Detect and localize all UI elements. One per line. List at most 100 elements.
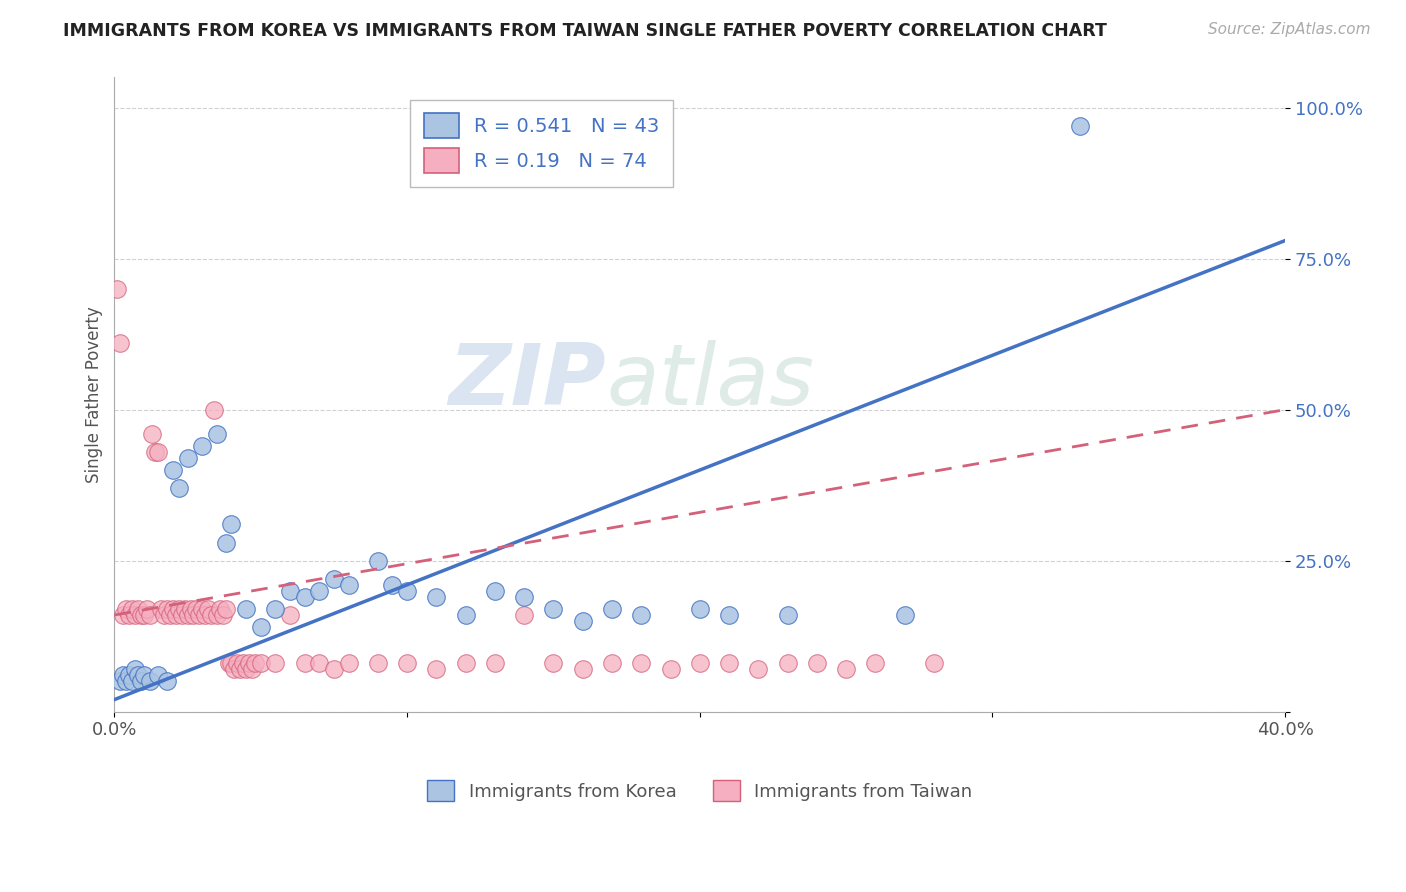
Point bbox=[689, 657, 711, 671]
Point bbox=[176, 607, 198, 622]
Point bbox=[543, 602, 565, 616]
Point bbox=[513, 607, 536, 622]
Point bbox=[183, 607, 205, 622]
Text: IMMIGRANTS FROM KOREA VS IMMIGRANTS FROM TAIWAN SINGLE FATHER POVERTY CORRELATIO: IMMIGRANTS FROM KOREA VS IMMIGRANTS FROM… bbox=[63, 22, 1107, 40]
Point bbox=[124, 662, 146, 676]
Point bbox=[211, 607, 233, 622]
Point bbox=[138, 674, 160, 689]
Point bbox=[865, 657, 887, 671]
Point bbox=[110, 336, 132, 351]
Point bbox=[249, 657, 271, 671]
Point bbox=[571, 662, 593, 676]
Point bbox=[396, 657, 419, 671]
Point bbox=[630, 607, 652, 622]
Point bbox=[249, 620, 271, 634]
Point bbox=[294, 590, 316, 604]
Point bbox=[659, 662, 682, 676]
Point bbox=[202, 402, 225, 417]
Point bbox=[226, 657, 249, 671]
Point bbox=[115, 602, 138, 616]
Point bbox=[381, 578, 404, 592]
Point bbox=[294, 657, 316, 671]
Point bbox=[232, 657, 254, 671]
Point bbox=[167, 602, 190, 616]
Point bbox=[191, 602, 214, 616]
Point bbox=[235, 602, 257, 616]
Point bbox=[454, 657, 477, 671]
Point bbox=[513, 590, 536, 604]
Point bbox=[229, 662, 252, 676]
Point bbox=[148, 668, 170, 682]
Point bbox=[308, 583, 330, 598]
Point bbox=[264, 602, 287, 616]
Point bbox=[197, 602, 219, 616]
Point bbox=[718, 607, 741, 622]
Point bbox=[179, 602, 201, 616]
Point bbox=[484, 583, 506, 598]
Point bbox=[240, 662, 263, 676]
Point bbox=[135, 602, 157, 616]
Point bbox=[205, 426, 228, 441]
Point bbox=[214, 535, 236, 549]
Point bbox=[194, 607, 217, 622]
Point bbox=[176, 450, 198, 465]
Point bbox=[186, 602, 208, 616]
Point bbox=[630, 657, 652, 671]
Point bbox=[425, 662, 447, 676]
Point bbox=[806, 657, 828, 671]
Point bbox=[224, 662, 246, 676]
Point bbox=[776, 607, 799, 622]
Point bbox=[205, 607, 228, 622]
Point bbox=[323, 572, 346, 586]
Point bbox=[115, 674, 138, 689]
Point bbox=[132, 668, 155, 682]
Point bbox=[170, 607, 193, 622]
Point bbox=[173, 602, 195, 616]
Point bbox=[600, 602, 623, 616]
Point bbox=[141, 426, 163, 441]
Point bbox=[129, 607, 152, 622]
Point bbox=[922, 657, 945, 671]
Point bbox=[835, 662, 858, 676]
Point bbox=[188, 607, 211, 622]
Point bbox=[148, 445, 170, 459]
Point bbox=[105, 282, 128, 296]
Point bbox=[543, 657, 565, 671]
Point bbox=[129, 674, 152, 689]
Point bbox=[243, 657, 266, 671]
Point bbox=[367, 554, 389, 568]
Point bbox=[167, 481, 190, 495]
Point bbox=[162, 602, 184, 616]
Point bbox=[112, 668, 135, 682]
Point bbox=[159, 607, 181, 622]
Point bbox=[127, 602, 149, 616]
Point bbox=[156, 674, 179, 689]
Point bbox=[150, 602, 173, 616]
Point bbox=[118, 668, 141, 682]
Point bbox=[425, 590, 447, 604]
Point bbox=[264, 657, 287, 671]
Point bbox=[138, 607, 160, 622]
Point bbox=[396, 583, 419, 598]
Y-axis label: Single Father Poverty: Single Father Poverty bbox=[86, 306, 103, 483]
Point bbox=[112, 607, 135, 622]
Point bbox=[110, 674, 132, 689]
Point bbox=[127, 668, 149, 682]
Point bbox=[221, 657, 243, 671]
Text: atlas: atlas bbox=[606, 341, 814, 424]
Point bbox=[238, 657, 260, 671]
Point bbox=[156, 602, 179, 616]
Point bbox=[200, 607, 222, 622]
Point bbox=[776, 657, 799, 671]
Text: Source: ZipAtlas.com: Source: ZipAtlas.com bbox=[1208, 22, 1371, 37]
Point bbox=[337, 578, 360, 592]
Point bbox=[121, 602, 143, 616]
Point bbox=[208, 602, 231, 616]
Point bbox=[893, 607, 915, 622]
Point bbox=[454, 607, 477, 622]
Point bbox=[218, 657, 240, 671]
Point bbox=[145, 445, 167, 459]
Point bbox=[747, 662, 769, 676]
Point bbox=[214, 602, 236, 616]
Point bbox=[278, 583, 301, 598]
